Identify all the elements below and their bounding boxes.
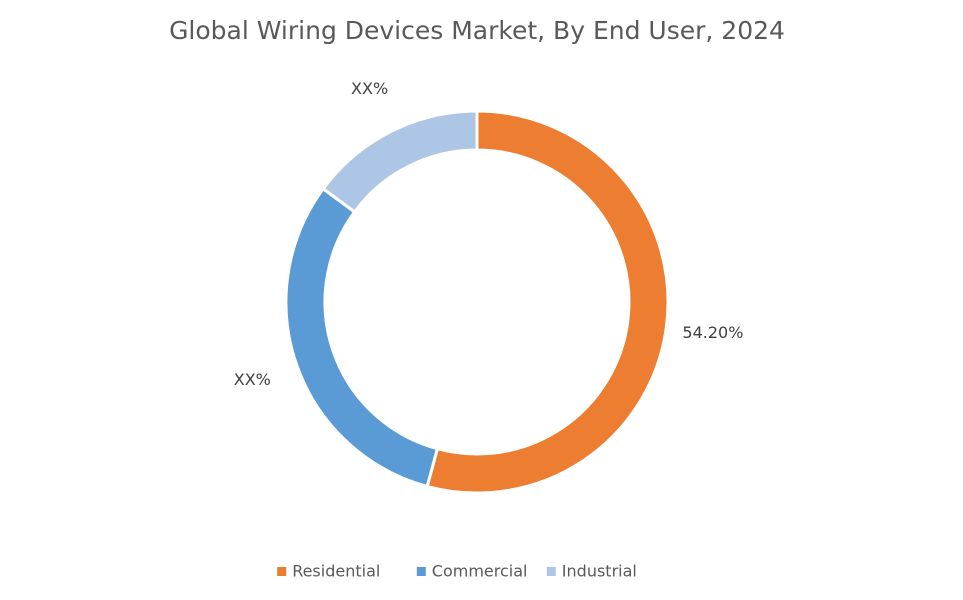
legend-swatch [416, 567, 426, 576]
legend-label: Residential [292, 562, 380, 581]
data-label: XX% [351, 79, 388, 98]
legend-swatch [546, 567, 556, 576]
chart-title: Global Wiring Devices Market, By End Use… [169, 16, 785, 45]
data-label: 54.20% [682, 323, 743, 342]
data-label: XX% [234, 370, 271, 389]
legend-swatch [277, 567, 287, 576]
donut-slice [321, 109, 479, 214]
legend-label: Industrial [562, 562, 637, 581]
legend-label: Commercial [432, 562, 528, 581]
donut-slice [425, 109, 670, 495]
